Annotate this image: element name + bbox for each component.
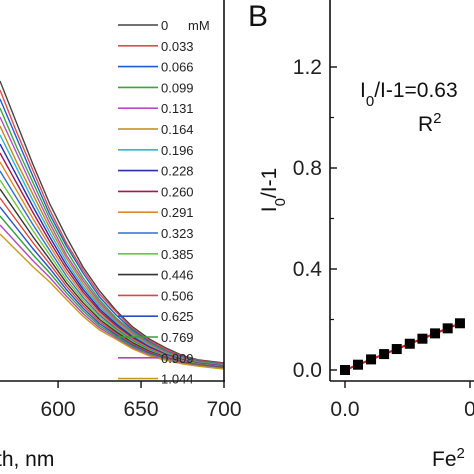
panel-b-y-tick-label-1: 0.4 [293, 258, 323, 281]
panel-b-y-ticks: 0.0 0.4 0.8 1.2 [293, 56, 337, 382]
data-point-4 [391, 344, 402, 355]
panel-b-y-axis-title: I0/I-1 [258, 168, 289, 213]
panel-a-x-tick-label-0: 600 [41, 398, 76, 421]
legend-label-7: 0.228 [161, 164, 194, 179]
panel-a-x-axis-title: th, nm [0, 448, 54, 471]
spectra-series-group [0, 80, 225, 370]
panel-b-x-tick-label-0: 0.0 [330, 398, 359, 421]
legend: mM 0 0.033 0.066 0.099 0.131 0.164 0.196 0.228 0… [118, 18, 210, 387]
data-point-3 [379, 349, 390, 360]
legend-label-8: 0.260 [161, 184, 194, 199]
spectrum-line-1 [0, 89, 225, 365]
fit-line [344, 322, 461, 372]
legend-unit: mM [188, 18, 210, 33]
legend-label-5: 0.164 [161, 122, 194, 137]
panel-a-x-tick-label-1: 650 [124, 398, 159, 421]
panel-b-y-tick-label-0: 0.0 [293, 359, 322, 382]
data-point-5 [404, 338, 415, 349]
data-point-1 [353, 359, 364, 370]
legend-label-13: 0.506 [161, 288, 194, 303]
legend-label-16: 0.909 [161, 351, 194, 366]
legend-label-10: 0.323 [161, 226, 194, 241]
data-point-6 [417, 333, 428, 344]
legend-label-14: 0.625 [161, 309, 194, 324]
legend-label-4: 0.131 [161, 101, 194, 116]
panel-b-x-axis-title: Fe2 [432, 445, 465, 472]
panel-b-y-tick-label-3: 1.2 [293, 56, 322, 79]
panel-b-letter: B [248, 0, 268, 33]
legend-label-17: 1.044 [161, 372, 194, 387]
data-point-2 [366, 354, 377, 365]
legend-label-3: 0.099 [161, 80, 194, 95]
legend-label-2: 0.066 [161, 60, 194, 75]
data-point-7 [430, 328, 441, 339]
legend-label-11: 0.385 [161, 247, 194, 262]
spectrum-line-0 [0, 80, 225, 364]
panel-a-x-tick-label-2: 700 [206, 398, 241, 421]
panel-b-x-tick-label-1: 0 [464, 398, 474, 421]
data-point-8 [442, 323, 453, 334]
legend-label-0: 0 [161, 18, 168, 33]
panel-a: 600 650 700 th, nm mM 0 0.033 0.066 0.099 0.13… [0, 0, 242, 471]
spectrum-line-17 [0, 233, 225, 370]
legend-label-15: 0.769 [161, 330, 194, 345]
panel-b-x-ticks: 0.0 0 [330, 381, 474, 421]
legend-label-6: 0.196 [161, 143, 194, 158]
panel-b: B 0.00.40.81.2 0.0 0 I0/I-1 Fe2 I0/I-1=0.… [248, 0, 474, 471]
legend-label-9: 0.291 [161, 205, 194, 220]
fit-line-group [344, 322, 461, 372]
legend-label-1: 0.033 [161, 39, 194, 54]
r-squared-label: R2 [418, 110, 442, 137]
panel-a-x-ticks: 600 650 700 [41, 381, 242, 421]
data-point-9 [454, 318, 465, 329]
legend-label-12: 0.446 [161, 268, 194, 283]
fit-equation-label: I0/I-1=0.63 [360, 79, 458, 110]
data-point-0 [340, 365, 350, 375]
data-points-group [340, 318, 465, 375]
panel-b-y-tick-label-2: 0.8 [293, 157, 322, 180]
